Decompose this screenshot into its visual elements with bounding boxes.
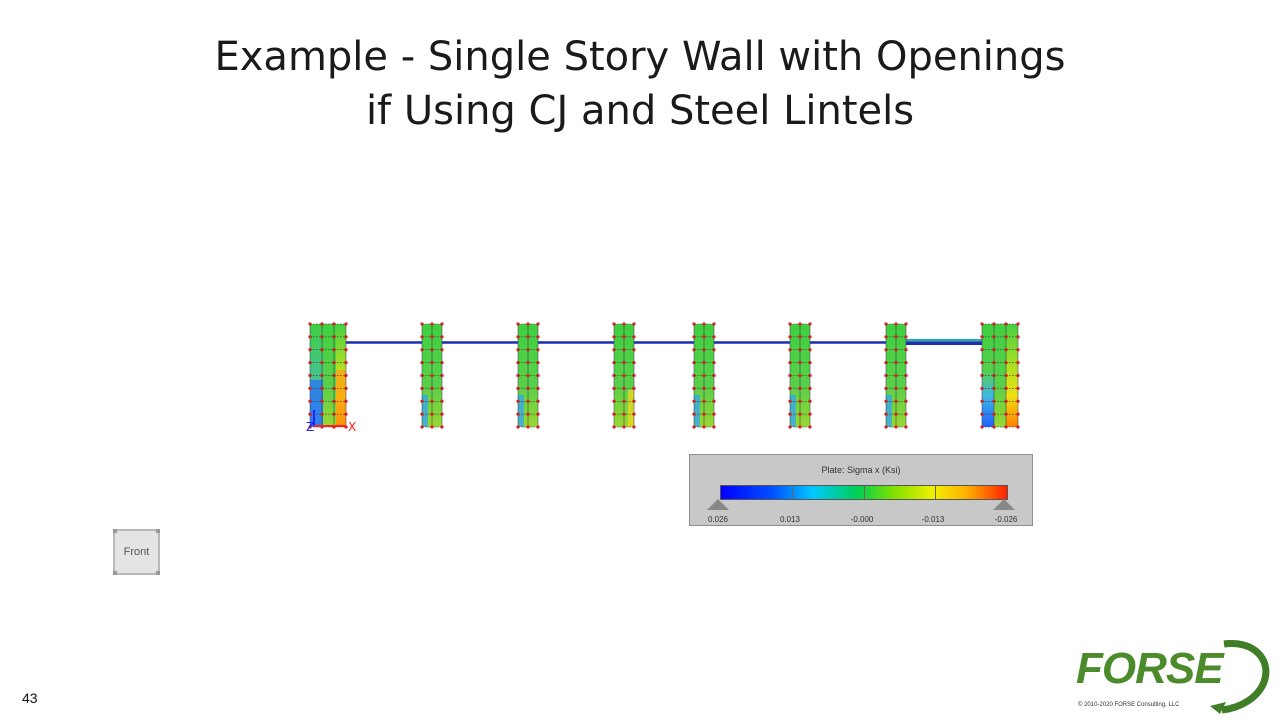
legend-tick: -0.000 [850, 515, 874, 524]
logo-swoosh-icon [1210, 640, 1270, 714]
wall-model-view[interactable]: Z X [0, 0, 1280, 460]
page-number: 43 [22, 690, 38, 706]
axis-triad: Z X [306, 410, 356, 434]
axis-x-label: X [348, 420, 356, 434]
title-line-2: if Using CJ and Steel Lintels [365, 88, 915, 134]
forse-logo: FORSE © 2010-2020 FORSE Consulting, LLC [1074, 640, 1270, 714]
title-line-1: Example - Single Story Wall with Opening… [214, 34, 1066, 80]
bond-beam [310, 339, 1018, 345]
legend-min-handle[interactable] [707, 499, 729, 510]
legend-tick: -0.026 [994, 515, 1018, 524]
mesh-nodes [308, 322, 1020, 429]
front-view-button[interactable]: Front [113, 529, 160, 575]
slide-title: Example - Single Story Wall with Opening… [0, 30, 1280, 138]
legend-color-bar [720, 485, 1008, 500]
logo-text: FORSE [1076, 644, 1224, 693]
legend-tick: -0.013 [921, 515, 945, 524]
legend-title: Plate: Sigma x (Ksi) [821, 465, 901, 475]
axis-z-label: Z [306, 420, 314, 434]
copyright-text: © 2010-2020 FORSE Consulting, LLC [1078, 702, 1180, 708]
legend-tick: 0.013 [779, 515, 801, 524]
stress-legend: Plate: Sigma x (Ksi) 0.026 0.013 -0.000 … [689, 454, 1033, 526]
legend-max-handle[interactable] [993, 499, 1015, 510]
front-view-label: Front [123, 546, 150, 558]
legend-tick: 0.026 [707, 515, 729, 524]
